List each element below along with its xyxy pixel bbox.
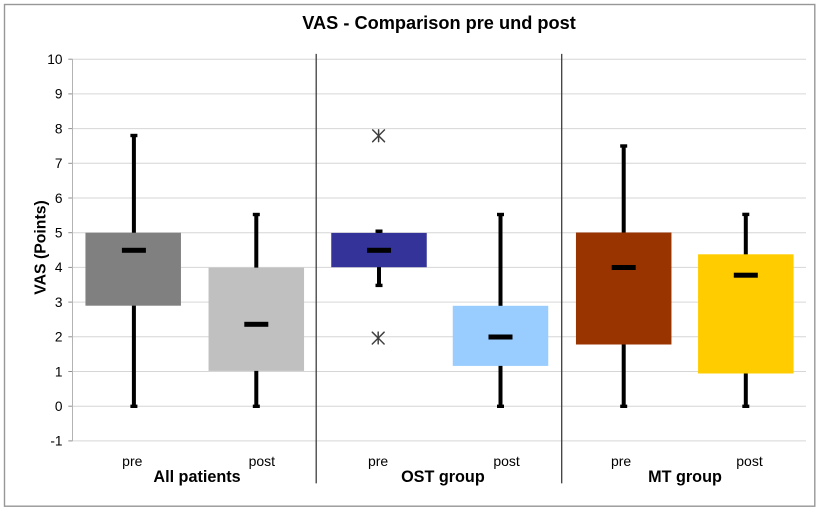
svg-text:MT group: MT group xyxy=(648,468,722,486)
svg-text:-1: -1 xyxy=(50,434,62,449)
svg-text:VAS - Comparison pre und post: VAS - Comparison pre und post xyxy=(302,13,576,33)
svg-text:post: post xyxy=(249,453,276,469)
svg-text:8: 8 xyxy=(55,121,63,136)
svg-text:pre: pre xyxy=(611,453,631,469)
svg-text:VAS (Points): VAS (Points) xyxy=(32,200,49,295)
svg-text:4: 4 xyxy=(55,260,63,275)
svg-text:3: 3 xyxy=(55,295,63,310)
svg-text:pre: pre xyxy=(368,453,388,469)
svg-text:5: 5 xyxy=(55,226,63,241)
svg-text:10: 10 xyxy=(47,52,63,67)
svg-text:2: 2 xyxy=(55,330,63,345)
svg-text:All patients: All patients xyxy=(153,468,240,486)
svg-text:9: 9 xyxy=(55,87,63,102)
svg-text:7: 7 xyxy=(55,156,63,171)
svg-text:post: post xyxy=(736,453,763,469)
svg-text:post: post xyxy=(493,453,520,469)
svg-text:6: 6 xyxy=(55,191,63,206)
svg-text:OST group: OST group xyxy=(401,468,485,486)
svg-text:1: 1 xyxy=(55,364,63,379)
svg-text:pre: pre xyxy=(122,453,142,469)
svg-text:0: 0 xyxy=(55,399,63,414)
